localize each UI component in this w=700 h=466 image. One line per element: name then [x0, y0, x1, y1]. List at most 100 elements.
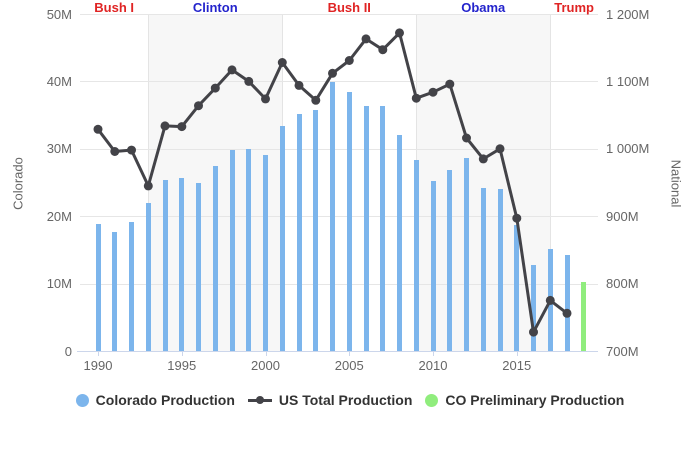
line-point — [294, 80, 304, 90]
legend-circle-marker-icon — [75, 393, 89, 407]
colorado-production-bar — [263, 154, 268, 351]
legend-item-colorado-production[interactable]: Colorado Production — [75, 392, 235, 408]
x-axis-tick-label: 2000 — [251, 358, 280, 373]
right-axis-tick-label: 700M — [606, 343, 639, 359]
colorado-production-bar — [313, 109, 319, 351]
colorado-production-bar — [363, 106, 369, 351]
left-axis-tick-label: 10M — [46, 276, 72, 292]
era-label-clinton: Clinton — [192, 0, 238, 15]
line-point — [261, 94, 270, 104]
colorado-production-bar — [480, 187, 486, 351]
colorado-production-bar — [179, 177, 185, 351]
line-point — [529, 327, 538, 337]
line-point — [462, 133, 471, 143]
line-point — [244, 76, 254, 86]
left-axis-tick-label: 20M — [46, 208, 72, 224]
line-point — [428, 87, 438, 97]
colorado-production-bar — [464, 158, 469, 351]
right-axis-tick-label: 1 200M — [606, 6, 650, 22]
left-axis-tick-label: 50M — [46, 6, 72, 22]
colorado-production-bar — [497, 189, 503, 351]
line-point — [277, 58, 287, 67]
legend-label: Colorado Production — [95, 392, 235, 408]
colorado-production-bar — [162, 180, 168, 351]
co-preliminary-production-bar — [581, 281, 587, 351]
line-point — [545, 295, 555, 305]
line-point — [395, 28, 404, 38]
x-axis-tick-label: 1990 — [83, 358, 113, 373]
gridline — [80, 81, 598, 83]
line-point — [127, 145, 136, 155]
line-point — [512, 213, 522, 223]
colorado-production-bar — [413, 160, 419, 351]
legend: Colorado Production US Total Production CO… — [0, 392, 700, 408]
line-point — [411, 93, 421, 103]
legend-circle-marker-icon — [425, 393, 439, 407]
colorado-production-bar — [380, 105, 386, 351]
colorado-production-bar — [246, 149, 252, 351]
line-point — [110, 147, 120, 156]
gridline — [80, 148, 598, 150]
right-axis-tick-label: 800M — [606, 276, 639, 292]
left-axis-tick-label: 30M — [46, 141, 72, 157]
x-axis-tick — [349, 351, 351, 356]
era-label-trump: Trump — [554, 0, 594, 15]
era-label-bush-i: Bush I — [94, 0, 134, 15]
colorado-production-bar — [346, 91, 352, 351]
gridline — [80, 14, 598, 15]
legend-line-dot-marker-icon — [247, 394, 272, 407]
line-point — [143, 181, 153, 191]
legend-item-co-preliminary-production[interactable]: CO Preliminary Production — [425, 392, 624, 408]
gridline — [80, 283, 598, 285]
colorado-production-bar — [112, 232, 118, 351]
line-point — [311, 95, 321, 105]
colorado-production-bar — [145, 203, 151, 351]
legend-label: CO Preliminary Production — [445, 392, 625, 408]
left-axis-title: Colorado — [10, 157, 26, 210]
line-point — [378, 45, 388, 55]
colorado-production-bar — [330, 82, 335, 351]
colorado-production-bar — [531, 264, 536, 351]
colorado-production-bar — [447, 169, 453, 351]
colorado-production-bar — [564, 254, 570, 351]
line-point — [478, 154, 488, 164]
x-axis-tick — [516, 351, 518, 356]
right-axis-tick-label: 1 100M — [606, 73, 650, 89]
right-axis-tick-label: 1 000M — [606, 141, 650, 157]
line-point — [495, 144, 505, 154]
x-axis-line — [77, 351, 598, 352]
gridline — [80, 216, 598, 218]
legend-item-us-total-production[interactable]: US Total Production — [247, 392, 413, 408]
line-point — [177, 122, 187, 132]
legend-marker-dot — [255, 396, 264, 404]
line-point — [445, 79, 455, 89]
left-axis-tick-label: 40M — [46, 73, 72, 89]
x-axis-tick-label: 2010 — [418, 358, 448, 373]
colorado-production-bar — [296, 114, 302, 351]
line-point — [210, 83, 220, 93]
legend-label: US Total Production — [278, 392, 413, 408]
colorado-production-bar — [229, 150, 235, 351]
x-axis-tick — [181, 351, 183, 356]
line-point — [328, 68, 337, 78]
line-point — [361, 34, 371, 44]
x-axis-tick — [265, 351, 267, 356]
us-total-production-line — [93, 28, 572, 337]
right-axis-tick-label: 900M — [606, 208, 639, 224]
line-point — [93, 124, 103, 134]
colorado-production-bar — [129, 221, 134, 351]
colorado-production-bar — [430, 181, 436, 351]
era-boundary-line — [550, 14, 552, 351]
line-point — [344, 56, 354, 65]
era-label-bush-ii: Bush II — [327, 0, 371, 15]
era-label-obama: Obama — [461, 0, 506, 15]
colorado-production-bar — [514, 224, 520, 351]
colorado-production-bar — [212, 166, 218, 351]
line-point — [194, 101, 203, 111]
colorado-production-bar — [279, 125, 285, 351]
line-point — [227, 65, 237, 75]
plot-area — [77, 14, 598, 352]
line-point — [562, 308, 572, 318]
x-axis-tick-label: 2005 — [334, 358, 364, 373]
